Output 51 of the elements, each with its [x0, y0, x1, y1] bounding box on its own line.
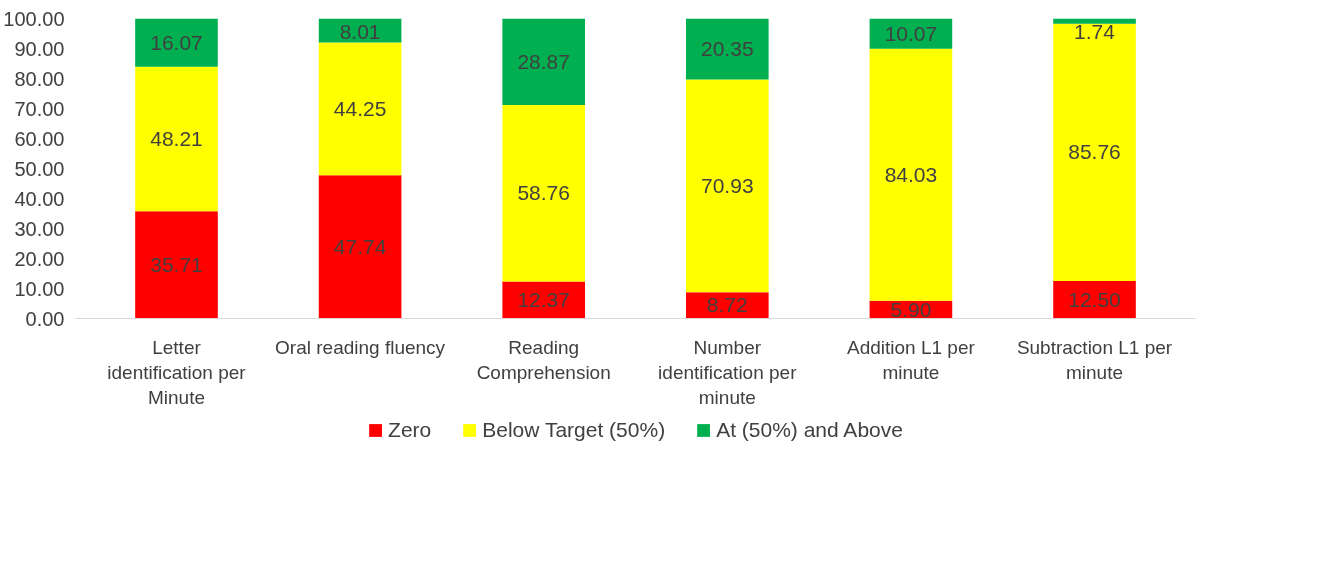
- data-label: 8.01: [339, 19, 381, 43]
- x-tick-label: Addition L1 per minute: [847, 336, 976, 383]
- y-tick-label: 20.00: [14, 247, 65, 270]
- y-tick-label: 30.00: [14, 217, 65, 240]
- legend-label: Zero: [388, 418, 432, 442]
- data-label: 12.50: [1068, 287, 1121, 311]
- legend-label: Below Target (50%): [482, 418, 666, 442]
- bar: [502, 105, 586, 282]
- data-label: 44.25: [333, 96, 387, 120]
- x-tick-label: Reading Comprehension: [476, 336, 611, 383]
- bar: [318, 42, 402, 176]
- bar: [1053, 23, 1136, 281]
- y-tick-label: 70.00: [14, 97, 65, 120]
- bar: [135, 66, 218, 212]
- bar: [135, 18, 218, 67]
- y-tick-label: 100.00: [3, 7, 65, 30]
- data-label: 85.76: [1068, 140, 1121, 164]
- bar: [685, 79, 769, 293]
- y-tick-label: 50.00: [14, 157, 65, 180]
- y-tick-label: 10.00: [14, 277, 65, 300]
- x-tick-label: Letter identification per Minute: [107, 336, 247, 408]
- y-tick-label: 60.00: [14, 127, 65, 150]
- data-label: 20.35: [701, 37, 754, 61]
- data-label: 84.03: [884, 162, 938, 186]
- data-label: 10.07: [884, 21, 938, 45]
- x-tick-label: Oral reading fluency: [275, 336, 446, 358]
- bar: [502, 18, 586, 106]
- data-label: 1.74: [1074, 19, 1116, 43]
- bar: [1053, 18, 1136, 24]
- y-tick-label: 90.00: [14, 37, 65, 60]
- x-tick-label: Subtraction L1 per minute: [1016, 336, 1173, 383]
- data-label: 35.71: [150, 252, 203, 276]
- data-label: 28.87: [517, 49, 570, 73]
- legend-label: At (50%) and Above: [716, 418, 903, 442]
- y-tick-label: 40.00: [14, 187, 65, 210]
- bar: [685, 18, 769, 80]
- x-tick-label: Number identification per minute: [658, 336, 798, 408]
- bar: [502, 281, 586, 319]
- bar: [869, 48, 953, 301]
- bar: [318, 175, 402, 319]
- data-label: 12.37: [517, 287, 570, 311]
- data-label: 48.21: [150, 127, 203, 151]
- y-tick-label: 0.00: [25, 307, 65, 330]
- data-label: 47.74: [333, 234, 387, 258]
- data-label: 16.07: [150, 30, 203, 54]
- data-label: 8.72: [706, 293, 748, 317]
- y-tick-label: 80.00: [14, 67, 65, 90]
- data-label: 5.90: [890, 297, 932, 321]
- bar: [135, 211, 218, 319]
- data-label: 70.93: [701, 173, 754, 197]
- data-label: 58.76: [517, 181, 570, 205]
